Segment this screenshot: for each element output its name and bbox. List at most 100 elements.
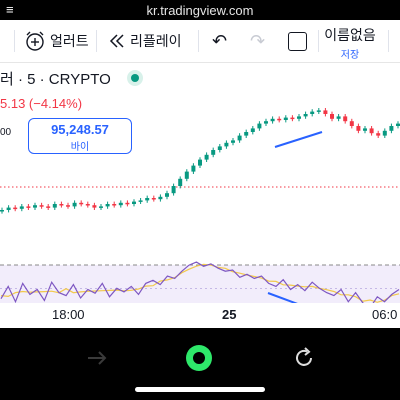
candle: [237, 135, 242, 141]
candle: [145, 198, 150, 201]
price-change: 5.13 (−4.14%): [0, 96, 83, 111]
candle: [52, 204, 57, 208]
candle: [125, 202, 130, 205]
candle: [99, 206, 103, 208]
candle: [231, 140, 235, 143]
candle: [224, 142, 229, 147]
alarm-clock-plus-icon: [26, 31, 44, 51]
time-axis[interactable]: 18:00 25 06:0: [0, 303, 400, 328]
buy-label: 바이: [70, 142, 90, 153]
candle: [165, 193, 169, 197]
candle: [290, 117, 295, 120]
undo-button[interactable]: ↶: [212, 20, 227, 62]
candle: [85, 204, 90, 206]
trendline-annotation: [274, 131, 323, 148]
candle: [330, 114, 334, 119]
candle: [184, 171, 189, 179]
candle: [66, 205, 70, 207]
chart-toolbar: 얼러트 리플레이 ↶ ↷ 이름없음 저장: [0, 20, 400, 63]
replay-rewind-icon: [109, 34, 124, 48]
candle: [178, 178, 183, 186]
candle: [297, 116, 301, 119]
candle: [19, 206, 24, 209]
url-text[interactable]: kr.tradingview.com: [146, 3, 254, 18]
redo-button[interactable]: ↷: [250, 20, 265, 62]
time-label: 18:00: [52, 307, 85, 322]
oscillator-signal-line: [0, 263, 400, 303]
candle: [270, 118, 275, 122]
candle: [6, 207, 11, 210]
candle: [217, 146, 222, 150]
candle: [198, 159, 202, 166]
oscillator-line: [0, 261, 400, 303]
candle: [204, 154, 209, 160]
candle: [349, 121, 354, 126]
replay-label: 리플레이: [130, 33, 182, 49]
candle: [191, 165, 196, 172]
symbol-title[interactable]: 러 · 5 · CRYPTO: [0, 71, 111, 88]
buy-button[interactable]: 95,248.57 바이: [28, 118, 132, 154]
candle: [389, 126, 394, 131]
candle: [310, 111, 315, 114]
layout-toggle-button[interactable]: [288, 20, 307, 62]
time-label: 25: [222, 307, 237, 322]
toolbar-divider: [96, 30, 97, 52]
candle: [26, 206, 31, 208]
candle: [363, 128, 367, 131]
home-indicator: [135, 387, 265, 392]
candle: [283, 117, 288, 120]
market-status-dot: [127, 70, 143, 86]
candle: [250, 128, 255, 132]
arrow-right-icon[interactable]: [86, 350, 108, 366]
candle: [158, 196, 163, 200]
toolbar-divider: [14, 30, 15, 52]
save-label: 저장: [340, 50, 360, 61]
toolbar-divider: [198, 30, 199, 52]
candle: [369, 128, 374, 134]
menu-icon[interactable]: ≡: [6, 2, 14, 17]
left-price-fragment: 00: [0, 127, 12, 138]
candle: [151, 198, 156, 200]
candle: [132, 201, 136, 204]
trendline-annotation: [267, 292, 298, 303]
candle: [39, 205, 44, 207]
candle: [343, 116, 348, 122]
layout-save-button[interactable]: 이름없음 저장: [322, 25, 378, 61]
record-icon[interactable]: [186, 345, 212, 371]
candle: [316, 110, 321, 112]
candle: [105, 204, 110, 207]
candle: [336, 116, 341, 119]
reload-icon[interactable]: [292, 346, 316, 370]
candle: [323, 110, 328, 114]
candle: [72, 202, 77, 207]
square-layout-icon: [288, 31, 307, 51]
layout-name: 이름없음: [324, 27, 376, 43]
candle: [382, 130, 387, 136]
undo-icon: ↶: [212, 30, 228, 51]
candle: [277, 118, 282, 121]
candle: [356, 126, 361, 131]
candle: [59, 204, 64, 206]
candle: [257, 123, 262, 129]
candle: [396, 123, 400, 126]
replay-button[interactable]: 리플레이: [108, 20, 182, 62]
toolbar-divider: [388, 30, 389, 52]
candle: [13, 207, 18, 210]
candle: [303, 114, 308, 117]
candle: [244, 132, 249, 136]
oscillator-band: [0, 265, 400, 303]
candle: [33, 205, 37, 208]
candle: [376, 133, 381, 136]
candle: [211, 150, 216, 155]
candle: [118, 202, 123, 206]
candle: [46, 206, 51, 208]
time-label: 06:0: [372, 307, 398, 322]
candle: [264, 121, 268, 124]
alert-button[interactable]: 얼러트: [24, 20, 89, 62]
oscillator-pane: [0, 261, 400, 303]
candle: [112, 204, 117, 206]
candle: [92, 205, 97, 208]
candle: [0, 210, 4, 212]
toolbar-divider: [318, 30, 319, 52]
price-chart[interactable]: [0, 62, 400, 303]
